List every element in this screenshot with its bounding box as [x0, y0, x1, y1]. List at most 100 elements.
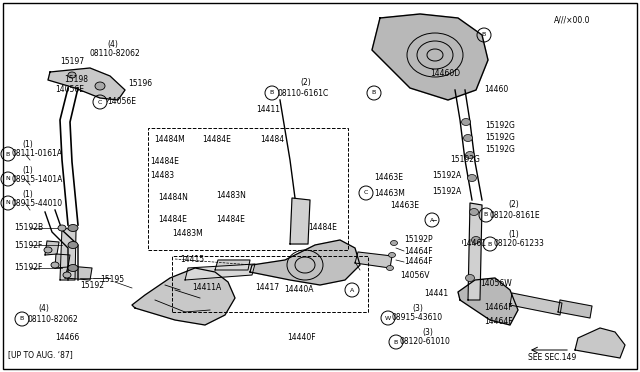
Ellipse shape: [467, 174, 477, 182]
Text: 14460: 14460: [484, 86, 508, 94]
Ellipse shape: [472, 237, 481, 244]
Ellipse shape: [461, 119, 470, 125]
Text: (1): (1): [508, 230, 519, 238]
Text: 15196: 15196: [128, 78, 152, 87]
Text: (1): (1): [22, 166, 33, 174]
Text: C: C: [98, 99, 102, 105]
Polygon shape: [215, 260, 250, 270]
Text: [UP TO AUG. ‘87]: [UP TO AUG. ‘87]: [8, 350, 73, 359]
Text: 14417: 14417: [255, 283, 279, 292]
Text: 15195: 15195: [100, 276, 124, 285]
Text: 14464F: 14464F: [404, 257, 433, 266]
Text: 08120-61010: 08120-61010: [400, 337, 451, 346]
Text: 15198: 15198: [64, 74, 88, 83]
Text: (4): (4): [107, 39, 118, 48]
Text: 14484E: 14484E: [202, 135, 231, 144]
Text: 15192F: 15192F: [14, 263, 42, 273]
Text: 08120-61233: 08120-61233: [494, 240, 545, 248]
Text: B: B: [488, 241, 492, 247]
Polygon shape: [372, 14, 488, 100]
Text: 14460D: 14460D: [430, 68, 460, 77]
Ellipse shape: [68, 224, 78, 231]
Polygon shape: [60, 228, 76, 280]
Text: 15192G: 15192G: [450, 155, 480, 164]
Text: A: A: [350, 288, 354, 292]
Text: 15192B: 15192B: [14, 224, 43, 232]
Text: 14466: 14466: [55, 334, 79, 343]
Polygon shape: [250, 240, 360, 285]
Polygon shape: [510, 293, 562, 315]
Text: 15197: 15197: [60, 57, 84, 65]
Ellipse shape: [68, 264, 78, 272]
Text: 14463M: 14463M: [374, 189, 405, 198]
Text: 15192G: 15192G: [485, 122, 515, 131]
Text: B: B: [20, 317, 24, 321]
Text: 14441: 14441: [424, 289, 448, 298]
Text: 15192A: 15192A: [432, 187, 461, 196]
Text: B: B: [270, 90, 274, 96]
Polygon shape: [55, 254, 70, 268]
Text: 15192F: 15192F: [14, 241, 42, 250]
Polygon shape: [132, 268, 235, 325]
Ellipse shape: [470, 208, 479, 215]
Text: 14483N: 14483N: [216, 192, 246, 201]
Text: A: A: [430, 218, 434, 222]
Ellipse shape: [465, 151, 474, 158]
Text: 14484E: 14484E: [308, 224, 337, 232]
Text: 15192G: 15192G: [485, 145, 515, 154]
Text: N: N: [6, 176, 10, 182]
Text: 15192G: 15192G: [485, 134, 515, 142]
Text: 08915-44010: 08915-44010: [12, 199, 63, 208]
Text: 14484E: 14484E: [150, 157, 179, 167]
Text: B: B: [372, 90, 376, 96]
Text: 14056W: 14056W: [480, 279, 512, 288]
Text: 14484N: 14484N: [158, 193, 188, 202]
Text: 14056E: 14056E: [107, 97, 136, 106]
Text: 08915-1401A: 08915-1401A: [12, 174, 63, 183]
Ellipse shape: [463, 135, 472, 141]
Ellipse shape: [387, 266, 394, 270]
Text: 08120-8161E: 08120-8161E: [490, 211, 541, 219]
Text: (2): (2): [300, 78, 311, 87]
Text: B: B: [484, 212, 488, 218]
Polygon shape: [458, 278, 518, 325]
Text: 08110-6161C: 08110-6161C: [278, 89, 329, 97]
Ellipse shape: [44, 247, 52, 253]
Text: 14484: 14484: [260, 135, 284, 144]
Text: 08915-43610: 08915-43610: [392, 314, 443, 323]
Text: 14483M: 14483M: [172, 228, 203, 237]
Text: 08110-82062: 08110-82062: [27, 314, 77, 324]
Ellipse shape: [465, 275, 474, 282]
Text: B: B: [482, 32, 486, 38]
Ellipse shape: [68, 72, 76, 78]
Text: C: C: [364, 190, 368, 196]
Text: A///×00.0: A///×00.0: [554, 16, 591, 25]
Ellipse shape: [63, 272, 71, 278]
Text: (3): (3): [412, 304, 423, 312]
Polygon shape: [290, 198, 310, 244]
Text: 14464F: 14464F: [404, 247, 433, 256]
Text: (4): (4): [38, 304, 49, 312]
Text: (1): (1): [22, 141, 33, 150]
Polygon shape: [468, 203, 482, 300]
Ellipse shape: [51, 262, 59, 268]
Bar: [172, 256, 368, 312]
Ellipse shape: [95, 82, 105, 90]
Text: (3): (3): [422, 327, 433, 337]
Text: 14464F: 14464F: [484, 317, 513, 327]
Text: 14411: 14411: [256, 106, 280, 115]
Text: 14440F: 14440F: [287, 334, 316, 343]
Text: 14484M: 14484M: [154, 135, 185, 144]
Text: (1): (1): [22, 189, 33, 199]
Text: 08110-82062: 08110-82062: [90, 49, 141, 58]
Text: 14411A: 14411A: [192, 283, 221, 292]
Text: (2): (2): [508, 201, 519, 209]
Text: 14056V: 14056V: [400, 270, 429, 279]
Polygon shape: [45, 241, 59, 255]
Text: 14483: 14483: [150, 171, 174, 180]
Ellipse shape: [68, 241, 78, 248]
Bar: [148, 128, 348, 250]
Text: 14415: 14415: [180, 254, 204, 263]
Text: 14056E: 14056E: [55, 84, 84, 93]
Text: 14463E: 14463E: [390, 202, 419, 211]
